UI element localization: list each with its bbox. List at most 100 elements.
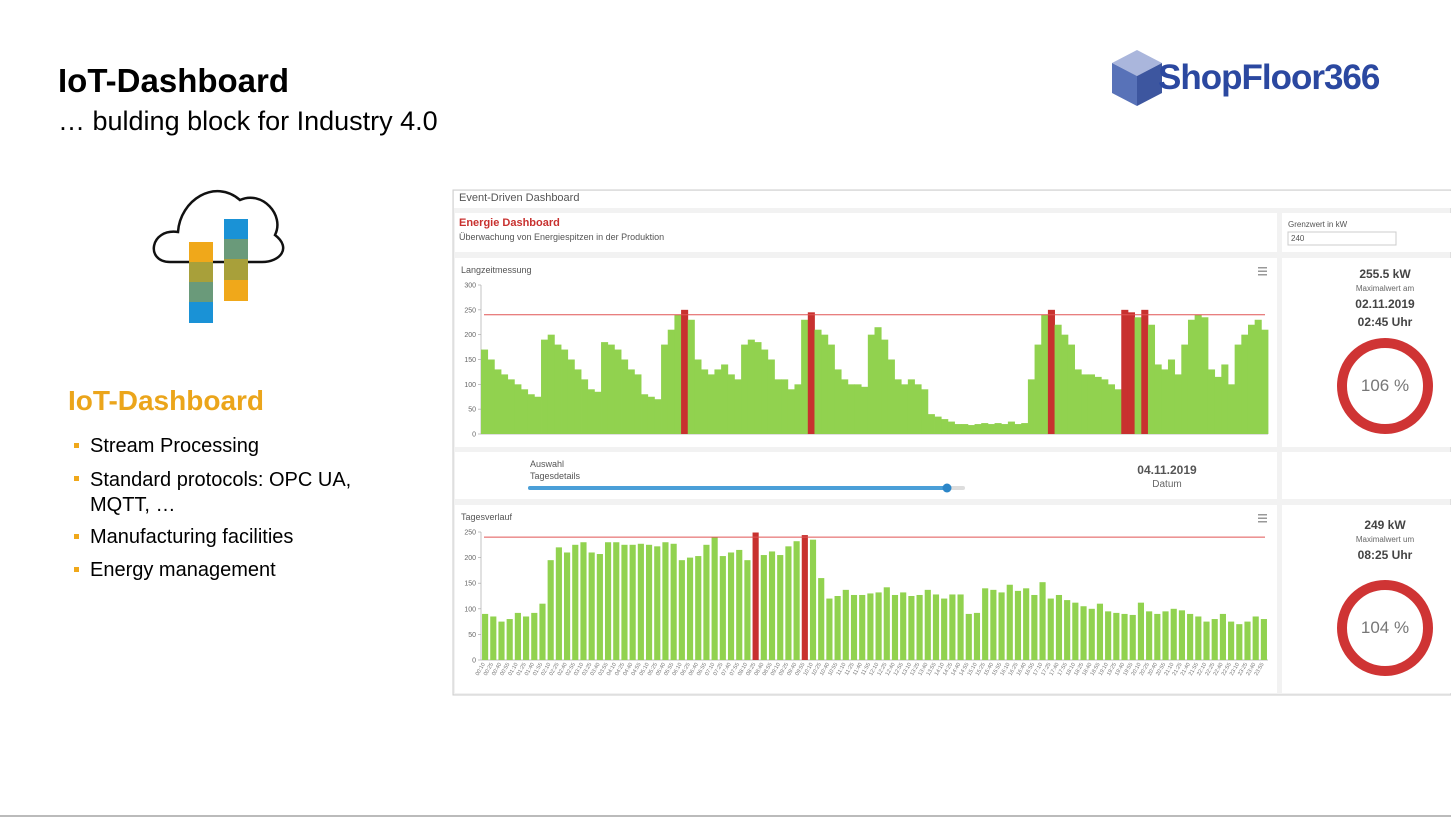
- bar: [736, 549, 743, 660]
- bar: [1027, 379, 1035, 434]
- bar: [850, 594, 858, 660]
- bar: [547, 334, 555, 434]
- bar: [695, 556, 702, 660]
- bar: [1247, 324, 1256, 434]
- bar: [914, 384, 922, 434]
- bar: [854, 384, 862, 434]
- logo-text: ShopFloor366: [1158, 58, 1380, 97]
- bar: [990, 589, 997, 660]
- max-caption: Maximalwert um: [1355, 535, 1415, 544]
- bar: [1178, 610, 1185, 660]
- bar: [1252, 616, 1259, 660]
- bar: [921, 389, 929, 434]
- bar: [1121, 613, 1128, 660]
- bar: [760, 555, 767, 660]
- bar: [1195, 616, 1202, 660]
- bar: [1219, 613, 1226, 660]
- bar: [941, 419, 949, 434]
- bullet-mark: [74, 476, 79, 481]
- bar: [1137, 602, 1145, 660]
- bar: [596, 554, 603, 660]
- menu-icon[interactable]: [1258, 267, 1267, 276]
- bar: [604, 542, 612, 660]
- bar: [891, 594, 899, 660]
- bar: [707, 374, 715, 434]
- bar: [681, 309, 689, 434]
- bar: [1146, 611, 1153, 660]
- menu-icon[interactable]: [1258, 514, 1267, 523]
- bar: [1113, 612, 1120, 660]
- max-date: 02.11.2019: [1355, 297, 1415, 311]
- bar: [534, 396, 542, 434]
- bar: [1141, 309, 1149, 434]
- y-tick-label: 150: [464, 357, 476, 364]
- bar: [601, 342, 609, 434]
- y-tick-label: 0: [472, 432, 476, 439]
- bar: [954, 424, 962, 434]
- bar: [768, 551, 776, 660]
- bullet-text: Manufacturing facilities: [90, 526, 294, 548]
- bar: [1211, 619, 1218, 660]
- slider-knob[interactable]: [942, 483, 952, 493]
- max-time: 08:25 Uhr: [1357, 548, 1413, 562]
- icon-block: [224, 259, 248, 280]
- bar: [734, 379, 742, 434]
- bar: [1134, 317, 1142, 434]
- bar: [867, 334, 875, 434]
- bar: [847, 384, 855, 434]
- bar: [727, 552, 735, 660]
- slide-subtitle: … bulding block for Industry 4.0: [58, 106, 438, 136]
- limit-input[interactable]: 240: [1291, 234, 1305, 243]
- bar: [781, 379, 789, 434]
- bar: [494, 369, 502, 434]
- y-tick-label: 100: [464, 382, 476, 389]
- y-tick-label: 50: [468, 632, 476, 639]
- bar: [826, 598, 833, 660]
- bar: [1154, 613, 1161, 660]
- bar: [1094, 376, 1102, 434]
- bar: [901, 384, 909, 434]
- slide-title: IoT-Dashboard: [58, 62, 290, 99]
- x-tick-label: 11:10: [836, 662, 848, 677]
- bar: [1194, 314, 1202, 434]
- x-tick-label: 11:25: [844, 662, 856, 677]
- bar: [514, 612, 521, 660]
- bar: [752, 532, 759, 660]
- bar: [834, 596, 841, 660]
- bar: [531, 612, 538, 660]
- bar: [581, 379, 589, 434]
- max-value: 255.5 kW: [1359, 267, 1411, 281]
- bar: [547, 560, 554, 660]
- bar: [894, 379, 902, 434]
- bar: [924, 589, 931, 660]
- bar: [627, 369, 635, 434]
- bar: [539, 603, 546, 660]
- bar: [574, 369, 582, 434]
- chart-title: Langzeitmessung: [461, 265, 532, 275]
- bar: [887, 359, 895, 434]
- bar: [998, 592, 1005, 660]
- bar: [747, 339, 755, 434]
- window-bar: [454, 191, 1451, 208]
- panel: [455, 213, 1277, 252]
- bullet-mark: [74, 567, 79, 572]
- bar: [1087, 374, 1095, 434]
- bar: [1107, 384, 1116, 434]
- bar: [907, 379, 915, 434]
- bar: [1055, 594, 1063, 660]
- bar: [859, 594, 866, 660]
- bar: [934, 416, 942, 434]
- bar: [801, 535, 808, 660]
- bar: [1181, 344, 1189, 434]
- logo-cube-left: [1112, 63, 1137, 106]
- chart-title: Tagesverlauf: [461, 512, 513, 522]
- bar: [961, 424, 969, 434]
- bar: [561, 349, 569, 434]
- bar: [827, 344, 835, 434]
- icon-block: [224, 280, 248, 301]
- bar: [1162, 611, 1169, 660]
- bar: [1041, 314, 1049, 434]
- bar: [1201, 317, 1209, 434]
- limit-input-box[interactable]: [1287, 231, 1397, 246]
